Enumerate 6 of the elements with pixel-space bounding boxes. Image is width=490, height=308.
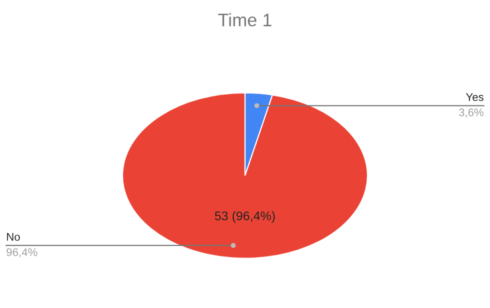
slice-label: Yes — [466, 93, 484, 101]
slice-label: No — [7, 233, 20, 241]
data-label: 3,6% — [458, 108, 484, 118]
chart-title: Time 1 — [218, 13, 272, 26]
text: 53 (96,4%) — [214, 211, 275, 223]
data-label: 96,4% — [6, 248, 38, 258]
